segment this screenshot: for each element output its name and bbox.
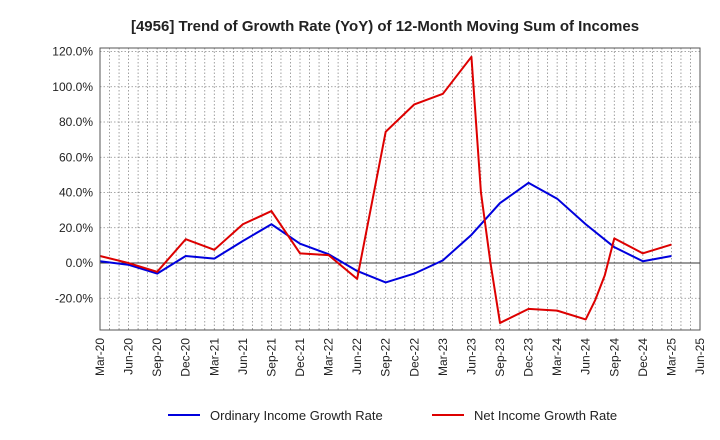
y-tick-label: 40.0% xyxy=(59,186,93,200)
x-tick-label: Sep-24 xyxy=(607,338,621,377)
chart-title: [4956] Trend of Growth Rate (YoY) of 12-… xyxy=(131,18,639,35)
grid xyxy=(99,48,701,330)
x-tick-label: Jun-22 xyxy=(350,338,364,375)
x-tick-label: Jun-20 xyxy=(122,338,136,375)
x-tick-label: Sep-20 xyxy=(150,338,164,377)
x-tick-label: Jun-25 xyxy=(693,338,707,375)
y-tick-label: 100.0% xyxy=(52,80,93,94)
y-tick-label: 60.0% xyxy=(59,150,93,164)
series-line-0 xyxy=(99,181,672,284)
series-line-1 xyxy=(99,55,672,324)
x-tick-label: Jun-24 xyxy=(579,338,593,375)
x-tick-label: Mar-23 xyxy=(436,338,450,376)
series-group xyxy=(99,55,672,324)
x-tick-labels: Mar-20 Jun-20 Sep-20 Dec-20 Mar-21 Jun-21 Sep-… xyxy=(93,338,707,377)
x-tick-label: Sep-21 xyxy=(264,338,278,377)
y-tick-label: -20.0% xyxy=(55,291,93,305)
plot-frame xyxy=(99,47,701,331)
y-tick-label: 20.0% xyxy=(59,221,93,235)
x-tick-label: Dec-20 xyxy=(179,338,193,377)
x-tick-label: Mar-21 xyxy=(207,338,221,376)
x-tick-label: Mar-25 xyxy=(664,338,678,376)
x-tick-label: Dec-21 xyxy=(293,338,307,377)
y-tick-label: 120.0% xyxy=(52,45,93,59)
x-tick-label: Mar-20 xyxy=(93,338,107,376)
legend-label-0: Ordinary Income Growth Rate xyxy=(210,408,383,423)
x-tick-label: Dec-22 xyxy=(407,338,421,377)
legend: Ordinary Income Growth Rate Net Income Gr… xyxy=(168,408,617,423)
x-tick-label: Sep-22 xyxy=(379,338,393,377)
y-tick-labels: 120.0% 100.0% 80.0% 60.0% 40.0% 20.0% 0.0% -20.… xyxy=(52,45,93,306)
x-tick-label: Dec-24 xyxy=(636,338,650,377)
x-tick-label: Sep-23 xyxy=(493,338,507,377)
x-tick-label: Mar-24 xyxy=(550,338,564,376)
y-tick-label: 0.0% xyxy=(66,256,94,270)
x-tick-label: Jun-23 xyxy=(464,338,478,375)
x-tick-label: Mar-22 xyxy=(322,338,336,376)
legend-label-1: Net Income Growth Rate xyxy=(474,408,617,423)
x-tick-label: Dec-23 xyxy=(522,338,536,377)
x-tick-label: Jun-21 xyxy=(236,338,250,375)
y-tick-label: 80.0% xyxy=(59,115,93,129)
